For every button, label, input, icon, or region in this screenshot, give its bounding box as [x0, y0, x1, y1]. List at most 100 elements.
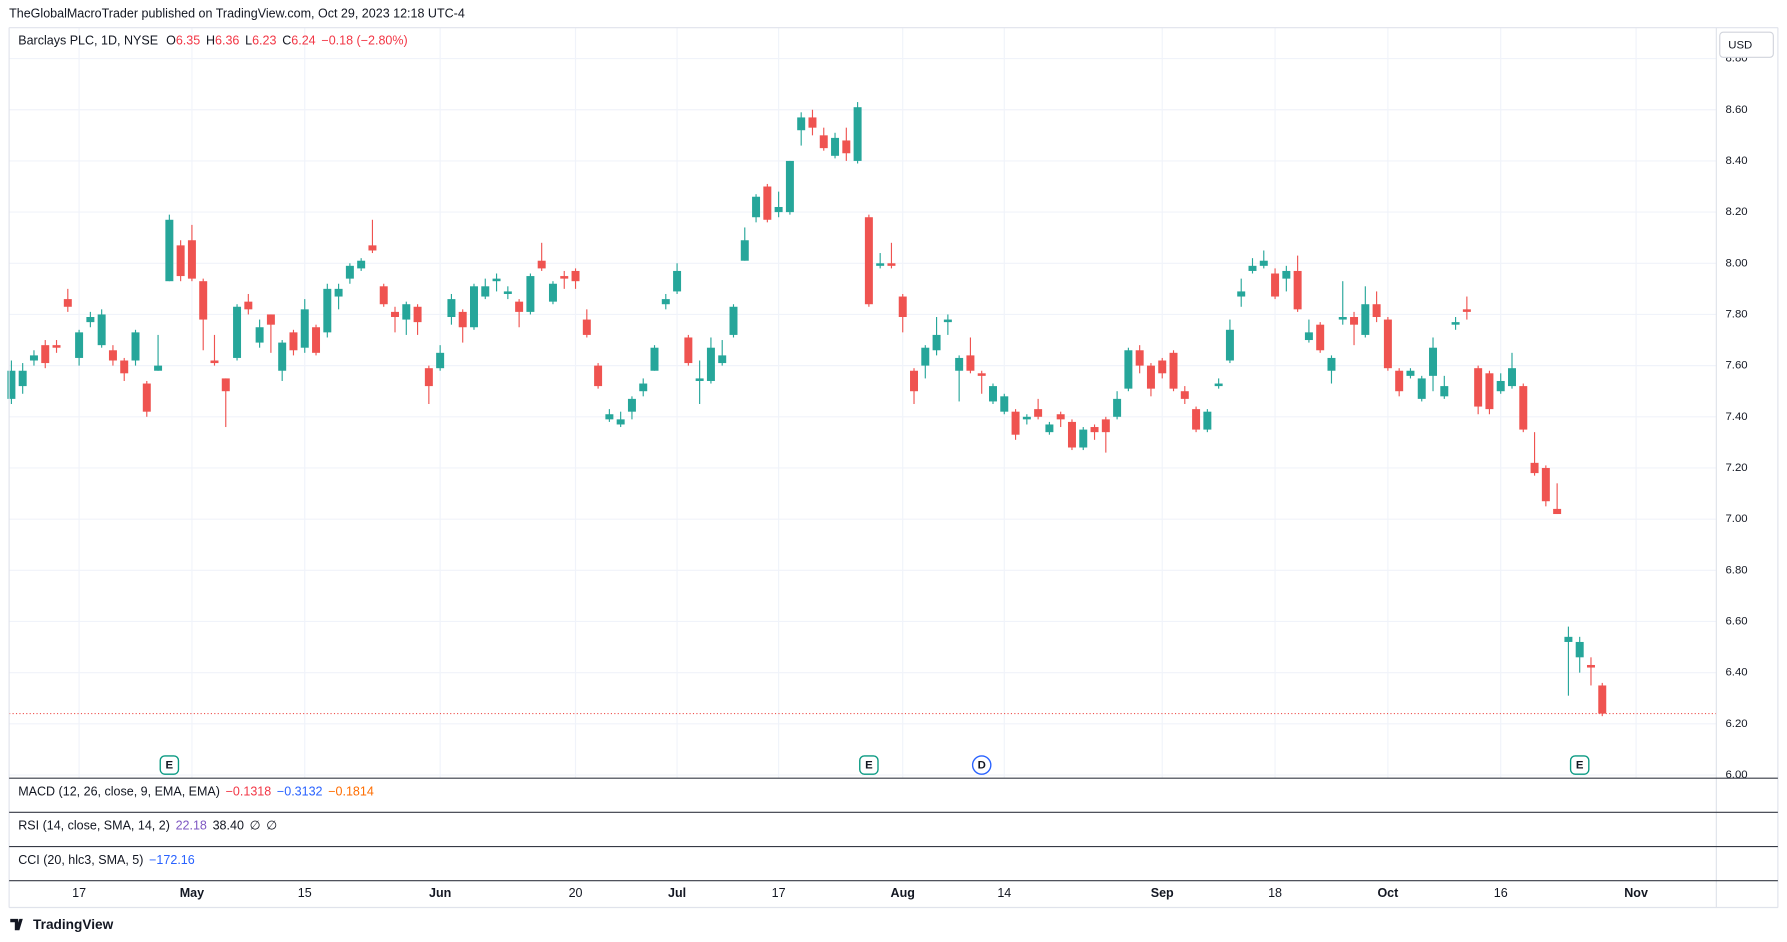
candle-body [1022, 416, 1031, 420]
event-label: E [166, 760, 174, 772]
candle-body [1158, 360, 1167, 374]
candle-body [729, 306, 738, 335]
indicator-value: −172.16 [149, 853, 195, 867]
candle-body [1586, 664, 1595, 668]
candle-body [469, 286, 478, 328]
candle-body [345, 265, 354, 279]
y-tick-label: 6.40 [1725, 667, 1747, 679]
candle-body [571, 270, 580, 282]
candle-body [1304, 332, 1313, 341]
x-tick-label: 14 [997, 886, 1011, 900]
event-marker [971, 755, 992, 775]
candle-body [1124, 350, 1133, 389]
candle-body [323, 288, 332, 333]
candle-body [1101, 419, 1110, 433]
candle-body [1485, 373, 1494, 410]
candle-body [1237, 291, 1246, 297]
candle-body [1214, 383, 1223, 387]
y-tick-label: 8.80 [1725, 53, 1747, 65]
candle-body [1553, 508, 1562, 515]
candle-body [1045, 424, 1054, 433]
candle-body [1000, 396, 1009, 412]
candle-body [1146, 365, 1155, 389]
candle-body [797, 117, 806, 131]
candle-body [989, 386, 997, 402]
candle-body [97, 314, 106, 346]
candle-body [41, 345, 50, 364]
candle-body [1259, 260, 1268, 266]
indicator-value: −0.1318 [226, 785, 272, 799]
candle-body [582, 319, 591, 335]
candle-body [1079, 429, 1088, 448]
candle-body [560, 276, 569, 279]
candle-body [1282, 270, 1291, 279]
candle-body [785, 160, 794, 213]
candle-body [481, 286, 490, 297]
x-tick-label: 15 [298, 886, 312, 900]
candle-body [932, 334, 941, 351]
currency-box[interactable] [1719, 31, 1774, 58]
candle-body [1429, 347, 1438, 376]
event-label: D [978, 760, 986, 772]
attribution: TheGlobalMacroTrader published on Tradin… [9, 6, 465, 20]
candle-body [108, 350, 117, 361]
indicator-value: ∅ [266, 819, 277, 833]
candle-body [154, 365, 163, 371]
candle-body [1135, 350, 1144, 366]
candle-body [1440, 386, 1449, 397]
candle-body [1564, 636, 1573, 642]
x-tick-label: 17 [72, 886, 86, 900]
candle-body [752, 196, 761, 218]
candle-body [842, 140, 851, 154]
candle-body [1113, 398, 1122, 417]
candle-body [1474, 368, 1483, 407]
candle-body [255, 327, 264, 343]
candle-body [492, 278, 501, 282]
indicator-name: CCI (20, hlc3, SMA, 5) [18, 853, 143, 867]
candle-body [447, 299, 456, 318]
candle-body [458, 311, 467, 328]
currency: USD [1728, 39, 1752, 51]
candle-body [1462, 309, 1471, 312]
candle-body [853, 107, 862, 161]
y-tick-label: 8.20 [1725, 206, 1747, 218]
candle-body [1180, 391, 1189, 399]
price-axis: 6.00 6.20 6.40 6.60 6.80 7.00 7.20 7.40 7.60 7.80… [1725, 53, 1747, 781]
y-tick-label: 6.20 [1725, 718, 1747, 730]
brand: TradingView [33, 917, 114, 932]
grid [9, 27, 1717, 778]
close-label: C [282, 34, 291, 48]
candle-body [1203, 411, 1212, 430]
candle-body [864, 217, 873, 305]
low-label: L [245, 34, 252, 48]
candle-body [977, 373, 986, 376]
open-label: O [166, 34, 176, 48]
indicator-value: ∅ [250, 819, 261, 833]
candle-body [312, 327, 321, 353]
event-label: E [1576, 760, 1584, 772]
candle-body [1248, 265, 1257, 271]
close-value: 6.24 [291, 34, 315, 48]
x-tick-label: Sep [1151, 886, 1174, 900]
candle-body [1451, 322, 1460, 325]
candle-body [503, 291, 512, 294]
candle-body [1372, 304, 1381, 318]
candle-body [537, 260, 546, 269]
candle-body [1338, 317, 1347, 320]
candle-body [334, 288, 343, 297]
candle-body [402, 304, 411, 320]
x-tick-label: Oct [1377, 886, 1399, 900]
candle-body [1406, 370, 1415, 376]
candle-body [1293, 270, 1302, 310]
candle-body [1575, 641, 1584, 658]
candle-body [740, 240, 749, 261]
overlay: 17 May 15 Jun 20 Jul 17 Aug 14 Sep 18 Oct 16 Nov E E D E [9, 713, 1717, 900]
y-tick-label: 7.60 [1725, 360, 1747, 372]
x-tick-label: 20 [569, 886, 583, 900]
footer-logo: TradingView [10, 917, 114, 932]
y-tick-label: 8.60 [1725, 104, 1747, 116]
candle-body [1541, 467, 1550, 502]
candle-body [955, 357, 964, 371]
candle-body [1327, 357, 1336, 371]
